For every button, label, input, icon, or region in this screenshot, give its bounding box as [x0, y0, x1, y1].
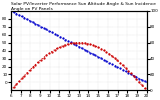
Text: Solar PV/Inverter Performance Sun Altitude Angle & Sun Incidence Angle on PV Pan: Solar PV/Inverter Performance Sun Altitu… [11, 2, 156, 11]
